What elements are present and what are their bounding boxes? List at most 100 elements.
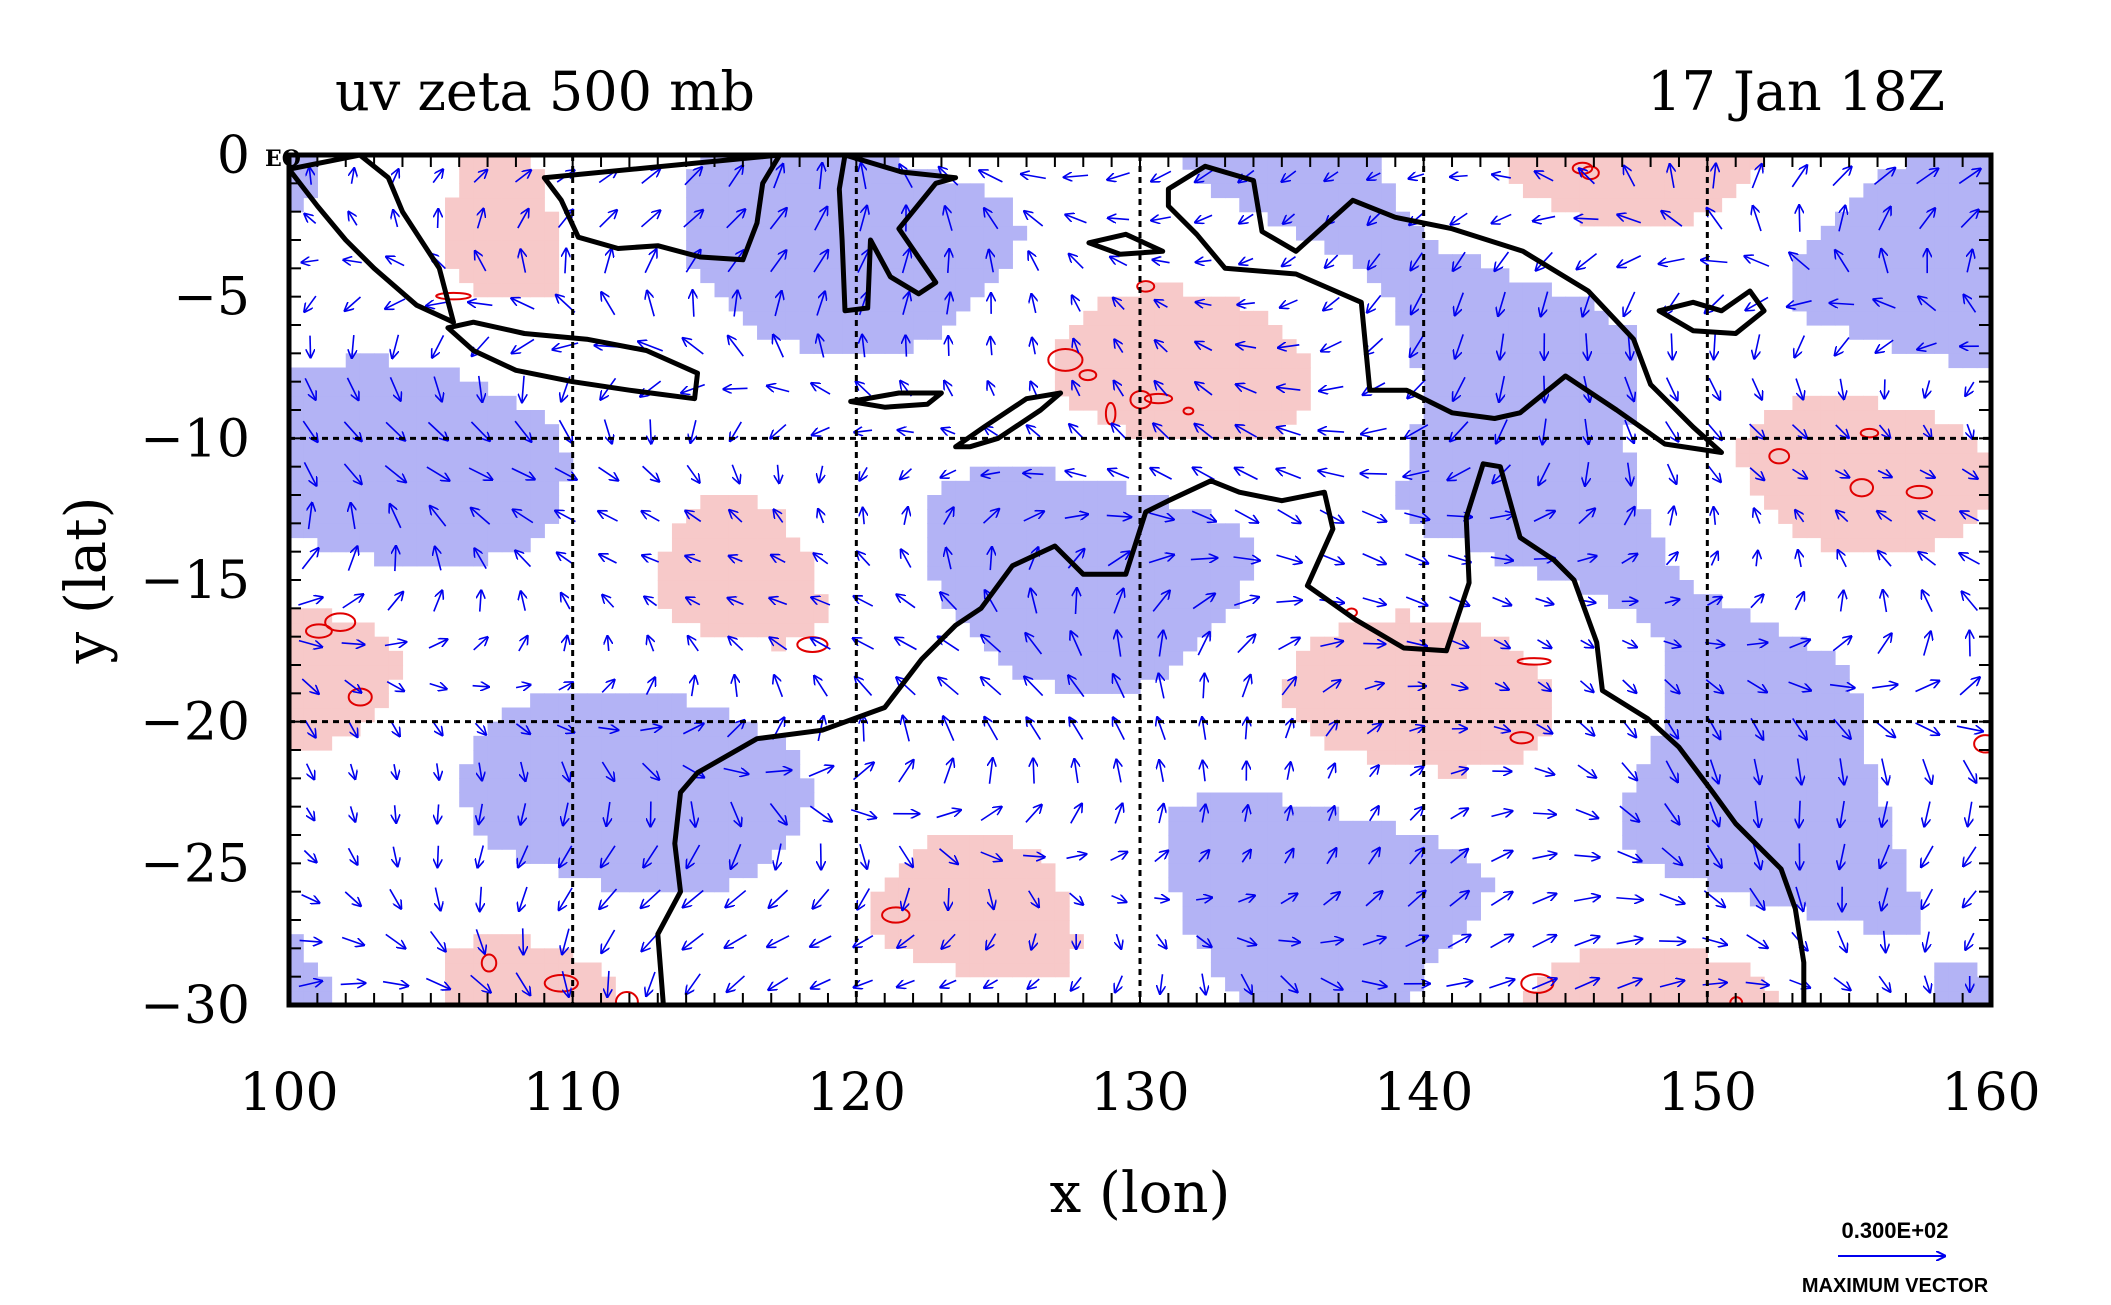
negative-vorticity-cell (927, 310, 943, 326)
positive-vorticity-cell (1650, 169, 1666, 184)
negative-vorticity-cell (530, 806, 545, 822)
positive-vorticity-cell (1182, 367, 1198, 383)
negative-vorticity-cell (615, 750, 630, 765)
wind-vector (341, 643, 364, 645)
negative-vorticity-cell (1012, 650, 1028, 666)
negative-vorticity-cell (969, 211, 985, 227)
positive-vorticity-cell (1395, 650, 1411, 666)
positive-vorticity-cell (742, 580, 758, 595)
negative-vorticity-cell (1806, 268, 1822, 284)
positive-vorticity-cell (799, 594, 815, 609)
wind-vector (984, 209, 999, 230)
wind-vector (769, 209, 786, 230)
positive-vorticity-cell (1225, 410, 1240, 425)
negative-vorticity-cell (1693, 863, 1708, 879)
positive-vorticity-cell (1778, 466, 1794, 482)
positive-vorticity-cell (1508, 750, 1524, 765)
negative-vorticity-cell (1480, 310, 1496, 326)
negative-vorticity-cell (1182, 622, 1198, 638)
negative-vorticity-cell (1281, 197, 1297, 213)
negative-vorticity-cell (1494, 325, 1510, 340)
positive-vorticity-cell (487, 183, 503, 199)
negative-vorticity-cell (1296, 948, 1311, 964)
negative-vorticity-cell (1863, 268, 1879, 284)
positive-vorticity-cell (757, 509, 772, 524)
wind-vector (859, 843, 867, 868)
negative-vorticity-cell (1778, 792, 1794, 808)
positive-vorticity-cell (1083, 325, 1099, 340)
negative-vorticity-cell (1522, 310, 1538, 326)
positive-vorticity-cell (927, 934, 943, 949)
negative-vorticity-cell (1395, 905, 1411, 921)
negative-vorticity-cell (1849, 835, 1864, 850)
negative-vorticity-cell (1820, 750, 1836, 765)
positive-vorticity-cell (1480, 693, 1496, 709)
wind-vector (647, 291, 655, 317)
negative-vorticity-cell (1338, 990, 1354, 1005)
negative-vorticity-cell (969, 565, 985, 581)
wind-vector (302, 260, 319, 262)
negative-vorticity-cell (459, 495, 474, 510)
negative-vorticity-cell (1920, 183, 1935, 199)
positive-vorticity-cell (1849, 395, 1864, 411)
positive-vorticity-cell (927, 905, 943, 921)
positive-vorticity-cell (1934, 480, 1950, 496)
positive-vorticity-cell (1125, 325, 1141, 340)
wind-vector (475, 252, 487, 272)
negative-vorticity-cell (416, 452, 432, 468)
negative-vorticity-cell (1366, 225, 1382, 241)
wind-vector (1028, 890, 1039, 907)
positive-vorticity-cell (1920, 438, 1935, 454)
negative-vorticity-cell (430, 410, 446, 425)
positive-vorticity-cell (1437, 721, 1453, 737)
wind-vector (1154, 424, 1170, 440)
negative-vorticity-cell (884, 183, 900, 199)
negative-vorticity-cell (1338, 905, 1354, 921)
negative-vorticity-cell (1834, 750, 1850, 765)
negative-vorticity-cell (1834, 707, 1850, 723)
negative-vorticity-cell (515, 452, 531, 468)
negative-vorticity-cell (615, 778, 630, 794)
positive-vorticity-cell (969, 948, 985, 964)
negative-vorticity-cell (856, 325, 872, 340)
positive-vorticity-cell (969, 905, 985, 921)
wind-vector (470, 421, 489, 441)
wind-vector (521, 803, 526, 824)
wind-vector (1159, 674, 1164, 699)
negative-vorticity-cell (501, 806, 517, 822)
negative-vorticity-cell (955, 296, 971, 312)
negative-vorticity-cell (445, 410, 460, 425)
negative-vorticity-cell (1253, 806, 1269, 822)
negative-vorticity-cell (459, 466, 474, 482)
negative-vorticity-cell (700, 240, 716, 255)
positive-vorticity-cell (1210, 410, 1226, 425)
negative-vorticity-cell (1948, 155, 1964, 170)
negative-vorticity-cell (884, 240, 900, 255)
positive-vorticity-cell (1480, 750, 1496, 765)
wind-vector (1799, 206, 1800, 232)
negative-vorticity-cell (1508, 282, 1524, 298)
negative-vorticity-cell (402, 410, 418, 425)
positive-vorticity-cell (359, 622, 375, 638)
negative-vorticity-cell (1806, 835, 1822, 850)
wind-vector (683, 932, 704, 949)
negative-vorticity-cell (1905, 169, 1921, 184)
negative-vorticity-cell (1267, 863, 1283, 879)
positive-vorticity-cell (913, 948, 928, 964)
positive-vorticity-cell (1608, 155, 1623, 170)
positive-vorticity-cell (1820, 495, 1836, 510)
positive-vorticity-cell (1820, 466, 1836, 482)
positive-vorticity-cell (530, 254, 545, 269)
negative-vorticity-cell (501, 523, 517, 539)
negative-vorticity-cell (1650, 551, 1666, 567)
positive-vorticity-cell (728, 565, 744, 581)
positive-vorticity-cell (728, 523, 744, 539)
positive-vorticity-cell (1097, 339, 1113, 354)
positive-vorticity-cell (1480, 665, 1496, 680)
negative-vorticity-cell (1267, 169, 1283, 184)
negative-vorticity-cell (1905, 155, 1921, 170)
negative-vorticity-cell (1437, 282, 1453, 298)
wind-vector (990, 547, 992, 571)
positive-vorticity-cell (1749, 480, 1765, 496)
